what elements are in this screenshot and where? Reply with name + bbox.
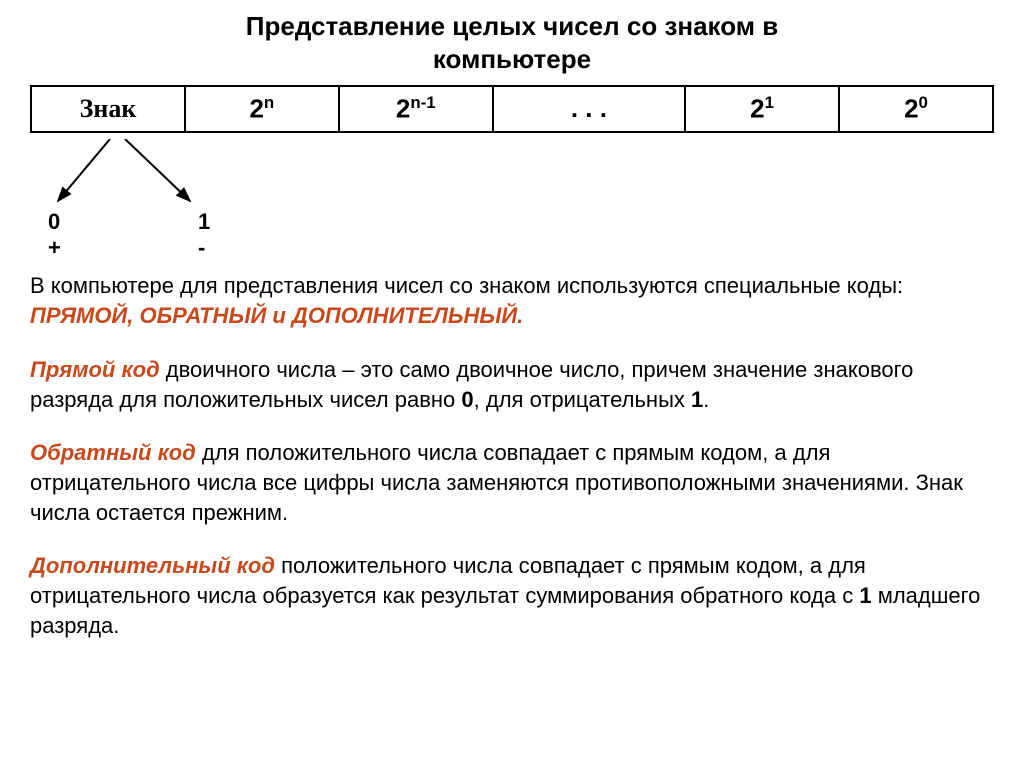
comp-one: 1	[859, 583, 871, 608]
sign-labels: 0 1 + -	[48, 209, 994, 262]
title-line2: компьютере	[433, 44, 591, 74]
cell-21: 21	[685, 86, 839, 132]
title-line1: Представление целых чисел со знаком в	[246, 11, 778, 41]
title: Представление целых чисел со знаком в ко…	[30, 10, 994, 75]
cell-ellipsis: . . .	[493, 86, 685, 132]
inverse-code-paragraph: Обратный код для положительного числа со…	[30, 438, 994, 527]
cell-sign: Знак	[31, 86, 185, 132]
arrows-svg	[50, 139, 230, 209]
intro-accent: ПРЯМОЙ, ОБРАТНЫЙ и ДОПОЛНИТЕЛЬНЫЙ.	[30, 303, 523, 328]
direct-mid: , для отрицательных	[474, 387, 691, 412]
sign-arrows	[50, 139, 230, 209]
complement-code-paragraph: Дополнительный код положительного числа …	[30, 551, 994, 640]
label-minus: -	[198, 235, 205, 261]
direct-code-paragraph: Прямой код двоичного числа – это само дв…	[30, 355, 994, 414]
direct-accent: Прямой код	[30, 357, 160, 382]
label-zero: 0	[48, 209, 198, 235]
direct-one: 1	[691, 387, 703, 412]
direct-end: .	[703, 387, 709, 412]
label-one: 1	[198, 209, 210, 235]
label-plus: +	[48, 235, 198, 261]
bit-position-table: Знак 2n 2n-1 . . . 21 20	[30, 85, 994, 133]
intro-paragraph: В компьютере для представления чисел со …	[30, 271, 994, 330]
cell-2n-1: 2n-1	[339, 86, 493, 132]
inverse-accent: Обратный код	[30, 440, 196, 465]
cell-2n: 2n	[185, 86, 339, 132]
cell-20: 20	[839, 86, 993, 132]
direct-zero: 0	[461, 387, 473, 412]
intro-text: В компьютере для представления чисел со …	[30, 273, 903, 298]
comp-accent: Дополнительный код	[30, 553, 275, 578]
